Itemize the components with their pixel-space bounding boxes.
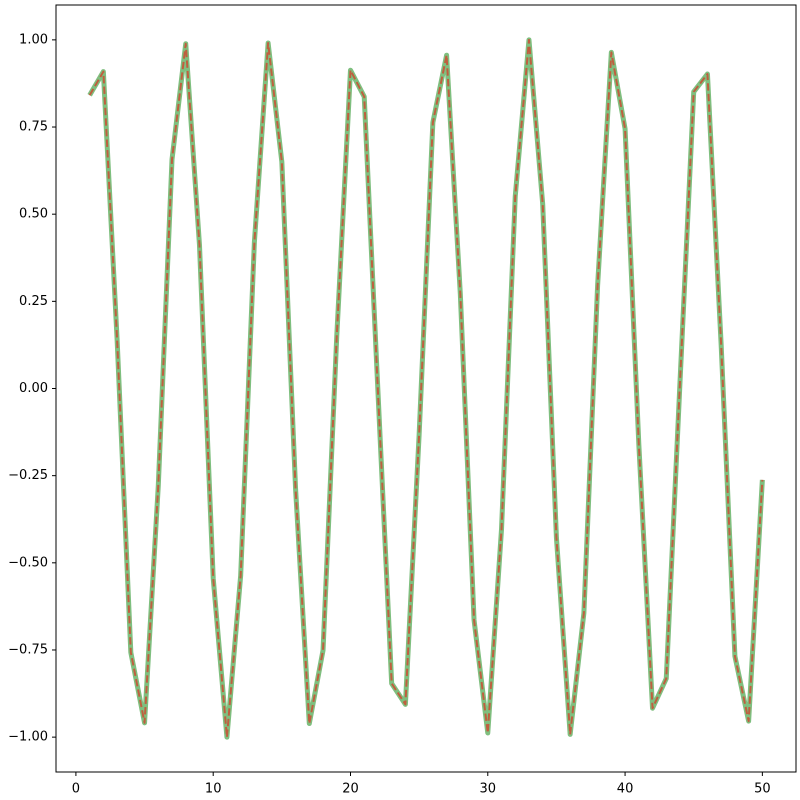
y-tick-label: 0.50: [19, 207, 48, 222]
x-tick-label: 40: [617, 782, 634, 797]
y-tick-label: 0.25: [19, 294, 48, 309]
y-tick-label: 0.00: [19, 381, 48, 396]
x-tick-label: 0: [72, 782, 80, 797]
y-tick-label: −0.75: [8, 642, 48, 657]
data-line: [87, 37, 765, 740]
data-line: [88, 38, 764, 739]
y-tick-label: −0.50: [8, 555, 48, 570]
y-tick-label: 1.00: [19, 32, 48, 47]
y-tick-label: −0.25: [8, 468, 48, 483]
x-tick-label: 10: [205, 782, 222, 797]
y-tick-label: −1.00: [8, 730, 48, 745]
x-tick-label: 20: [342, 782, 359, 797]
axes-frame: [55, 4, 797, 773]
y-tick-label: 0.75: [19, 120, 48, 135]
x-tick-label: 50: [754, 782, 771, 797]
x-tick-label: 30: [480, 782, 497, 797]
